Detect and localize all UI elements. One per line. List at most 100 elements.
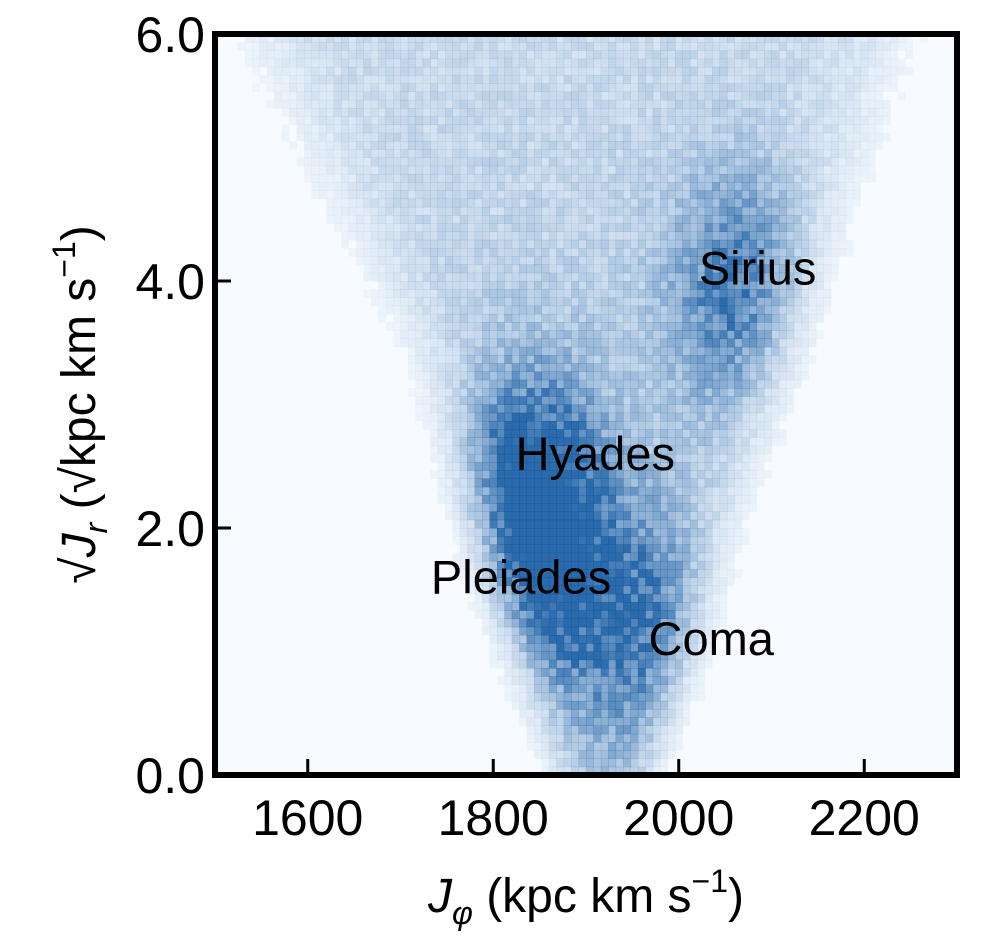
heatmap-cell: [534, 182, 542, 191]
heatmap-cell: [801, 198, 809, 208]
heatmap-cell: [623, 75, 631, 84]
heatmap-cell: [615, 75, 624, 84]
heatmap-cell: [697, 651, 706, 661]
heatmap-cell: [600, 215, 609, 224]
heatmap-cell: [919, 34, 928, 43]
heatmap-cell: [689, 602, 698, 611]
heatmap-cell: [467, 338, 476, 348]
heatmap-cell: [667, 108, 676, 117]
heatmap-cell: [623, 462, 631, 471]
heatmap-cell: [548, 676, 557, 685]
heatmap-cell: [445, 34, 453, 43]
heatmap-cell: [378, 34, 387, 43]
heatmap-cell: [534, 585, 542, 595]
heatmap-cell: [489, 355, 498, 364]
heatmap-cell: [608, 429, 617, 438]
heatmap-cell: [548, 528, 557, 537]
heatmap-cell: [778, 297, 787, 307]
heatmap-cell: [682, 659, 691, 669]
heatmap-cell: [608, 470, 617, 479]
heatmap-cell: [726, 108, 735, 117]
heatmap-cell: [623, 157, 631, 167]
heatmap-cell: [637, 742, 646, 751]
heatmap-cell: [682, 692, 691, 702]
heatmap-cell: [482, 585, 490, 595]
heatmap-cell: [489, 149, 498, 158]
heatmap-cell: [660, 429, 669, 438]
heatmap-cell: [422, 206, 431, 216]
heatmap-cell: [786, 297, 795, 307]
heatmap-cell: [660, 651, 669, 661]
heatmap-cell: [393, 256, 401, 265]
heatmap-cell: [437, 445, 446, 455]
heatmap-cell: [623, 198, 631, 208]
heatmap-cell: [719, 58, 728, 68]
heatmap-cell: [793, 132, 802, 142]
x-axis-unit-close: ): [728, 870, 744, 923]
heatmap-cell: [504, 157, 513, 167]
heatmap-cell: [378, 173, 387, 183]
heatmap-cell: [778, 363, 787, 372]
heatmap-cell: [637, 363, 646, 372]
heatmap-cell: [430, 215, 438, 224]
heatmap-cell: [756, 91, 765, 101]
heatmap-cell: [741, 124, 750, 134]
heatmap-cell: [615, 206, 624, 216]
heatmap-cell: [393, 132, 401, 142]
heatmap-cell: [645, 552, 654, 562]
heatmap-cell: [764, 346, 772, 356]
heatmap-cell: [467, 511, 476, 521]
heatmap-cell: [482, 577, 490, 587]
heatmap-cell: [771, 75, 780, 84]
heatmap-cell: [697, 338, 706, 348]
heatmap-cell: [845, 99, 854, 109]
heatmap-cell: [808, 248, 817, 257]
heatmap-cell: [534, 445, 542, 455]
heatmap-cell: [407, 338, 416, 348]
heatmap-cell: [726, 478, 735, 488]
heatmap-cell: [563, 141, 572, 150]
heatmap-cell: [445, 231, 453, 241]
heatmap-cell: [660, 437, 669, 447]
heatmap-cell: [756, 141, 765, 150]
heatmap-cell: [252, 83, 260, 93]
heatmap-cell: [682, 223, 691, 232]
heatmap-cell: [571, 577, 579, 587]
heatmap-cell: [556, 453, 565, 463]
heatmap-cell: [511, 173, 520, 183]
heatmap-cell: [385, 198, 394, 208]
heatmap-cell: [645, 404, 654, 414]
heatmap-cell: [459, 190, 468, 200]
heatmap-cell: [712, 363, 720, 372]
heatmap-cell: [333, 157, 342, 167]
heatmap-cell: [667, 437, 676, 447]
heatmap-cell: [400, 34, 409, 43]
heatmap-cell: [548, 470, 557, 479]
heatmap-cell: [652, 486, 661, 496]
heatmap-cell: [541, 536, 550, 545]
heatmap-cell: [608, 626, 617, 636]
heatmap-cell: [489, 610, 498, 619]
heatmap-cell: [296, 99, 305, 109]
heatmap-cell: [586, 116, 594, 125]
heatmap-cell: [786, 256, 795, 265]
heatmap-cell: [667, 733, 676, 743]
heatmap-cell: [623, 486, 631, 496]
heatmap-cell: [637, 305, 646, 315]
heatmap-cell: [519, 404, 528, 414]
heatmap-cell: [445, 388, 453, 397]
heatmap-cell: [719, 560, 728, 570]
heatmap-cell: [593, 766, 602, 776]
heatmap-cell: [652, 659, 661, 669]
heatmap-cell: [571, 585, 579, 595]
heatmap-cell: [541, 173, 550, 183]
heatmap-cell: [467, 289, 476, 298]
heatmap-cell: [407, 124, 416, 134]
heatmap-cell: [578, 42, 587, 51]
heatmap-cell: [600, 322, 609, 331]
heatmap-cell: [764, 165, 772, 175]
heatmap-cell: [660, 206, 669, 216]
heatmap-cell: [645, 289, 654, 298]
heatmap-cell: [697, 132, 706, 142]
heatmap-cell: [637, 593, 646, 603]
